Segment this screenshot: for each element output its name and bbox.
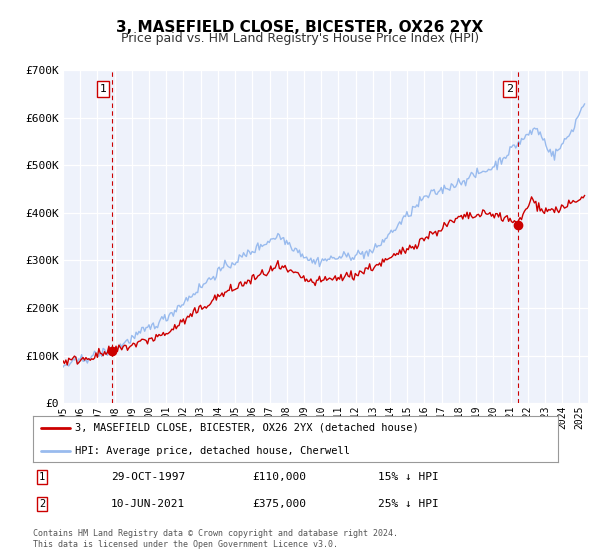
Text: 1: 1	[100, 84, 107, 94]
Text: 15% ↓ HPI: 15% ↓ HPI	[378, 472, 439, 482]
Text: 2: 2	[506, 84, 513, 94]
Text: £110,000: £110,000	[252, 472, 306, 482]
Text: 10-JUN-2021: 10-JUN-2021	[111, 499, 185, 509]
Text: £375,000: £375,000	[252, 499, 306, 509]
Text: This data is licensed under the Open Government Licence v3.0.: This data is licensed under the Open Gov…	[33, 540, 338, 549]
Text: 25% ↓ HPI: 25% ↓ HPI	[378, 499, 439, 509]
Text: 3, MASEFIELD CLOSE, BICESTER, OX26 2YX (detached house): 3, MASEFIELD CLOSE, BICESTER, OX26 2YX (…	[75, 423, 419, 432]
Text: Price paid vs. HM Land Registry's House Price Index (HPI): Price paid vs. HM Land Registry's House …	[121, 32, 479, 45]
Text: 2: 2	[39, 499, 45, 509]
Text: HPI: Average price, detached house, Cherwell: HPI: Average price, detached house, Cher…	[75, 446, 350, 455]
Text: 3, MASEFIELD CLOSE, BICESTER, OX26 2YX: 3, MASEFIELD CLOSE, BICESTER, OX26 2YX	[116, 20, 484, 35]
Text: 29-OCT-1997: 29-OCT-1997	[111, 472, 185, 482]
Text: 1: 1	[39, 472, 45, 482]
Text: Contains HM Land Registry data © Crown copyright and database right 2024.: Contains HM Land Registry data © Crown c…	[33, 529, 398, 538]
